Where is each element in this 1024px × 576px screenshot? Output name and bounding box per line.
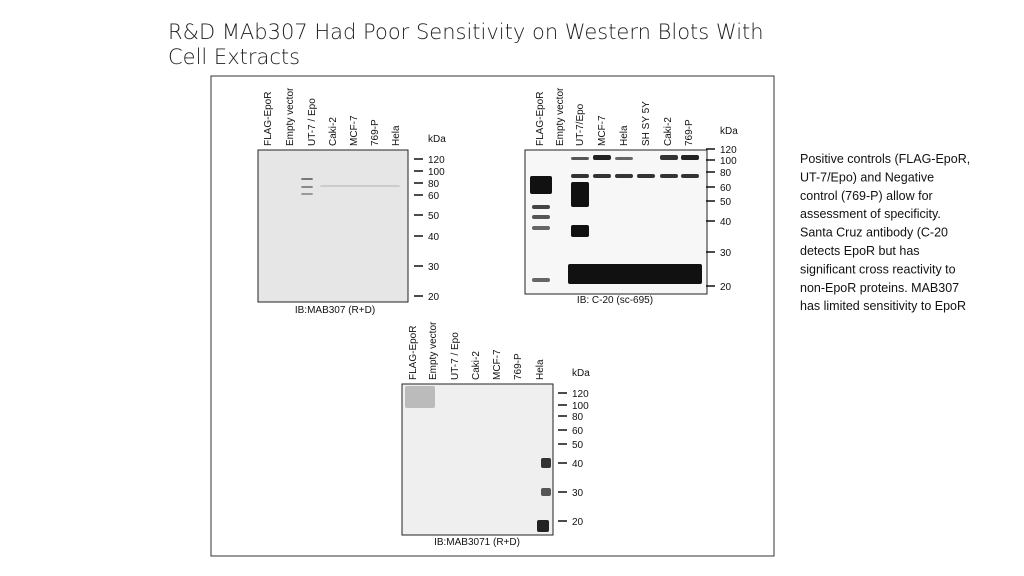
lane-label: Hela — [535, 359, 546, 380]
marker-label: 100 — [720, 156, 737, 167]
lane-label: Caki-2 — [328, 117, 339, 146]
marker-label: 120 — [720, 145, 737, 156]
marker-label: 40 — [720, 217, 732, 228]
marker-label: 80 — [720, 168, 732, 179]
blot-band — [593, 155, 611, 160]
marker-label: 80 — [428, 179, 440, 190]
blot-band — [681, 174, 699, 178]
lane-label: FLAG-EpoR — [408, 326, 419, 380]
blot-band — [537, 520, 549, 532]
lane-label: SH SY 5Y — [641, 101, 652, 146]
blot-band — [532, 215, 550, 219]
blot-band — [571, 174, 589, 178]
marker-label: 50 — [572, 440, 584, 451]
marker-label: 60 — [720, 183, 732, 194]
marker-label: 30 — [428, 262, 440, 273]
blot-image — [257, 149, 409, 303]
blot-band — [571, 225, 589, 237]
note-line: assessment of specificity. — [800, 207, 941, 221]
blot-caption: IB: C-20 (sc-695) — [577, 295, 653, 306]
lane-label: Caki-2 — [471, 351, 482, 380]
note-line: has limited sensitivity to EpoR — [800, 299, 966, 313]
lane-label: UT-7 / Epo — [307, 98, 318, 146]
note-line: control (769-P) allow for — [800, 189, 933, 203]
marker-label: 120 — [428, 155, 445, 166]
blot-band — [530, 176, 552, 194]
marker-label: 40 — [428, 232, 440, 243]
lane-label: Hela — [391, 125, 402, 146]
blot-band — [637, 174, 655, 178]
lane-label: UT-7 / Epo — [450, 332, 461, 380]
note-line: non-EpoR proteins. MAB307 — [800, 281, 959, 295]
figure-frame — [210, 75, 775, 557]
blot-band — [568, 264, 702, 284]
blot-band — [541, 458, 551, 468]
lane-label: Hela — [619, 125, 630, 146]
unit-label: kDa — [572, 368, 590, 379]
marker-label: 50 — [428, 211, 440, 222]
blot-band — [593, 174, 611, 178]
blot-band — [615, 174, 633, 178]
blot-band — [301, 178, 313, 180]
blot-band — [532, 226, 550, 230]
blot-band — [615, 157, 633, 160]
blot-band — [301, 193, 313, 195]
marker-label: 20 — [720, 282, 732, 293]
lane-label: Empty vector — [555, 87, 566, 146]
lane-label: 769-P — [370, 119, 381, 146]
marker-label: 20 — [572, 517, 584, 528]
lane-label: Caki-2 — [663, 117, 674, 146]
blot-band — [405, 386, 435, 408]
blot-band — [571, 157, 589, 160]
note-line: significant cross reactivity to — [800, 262, 956, 276]
marker-label: 30 — [720, 248, 732, 259]
lane-label: Empty vector — [285, 87, 296, 146]
marker-label: 60 — [428, 191, 440, 202]
blot-caption: IB:MAB3071 (R+D) — [434, 537, 520, 548]
marker-label: 60 — [572, 426, 584, 437]
lane-label: Empty vector — [428, 321, 439, 380]
blot-band — [301, 186, 313, 188]
lane-label: MCF-7 — [597, 115, 608, 146]
marker-label: 120 — [572, 389, 589, 400]
marker-label: 20 — [428, 292, 440, 303]
note-line: Santa Cruz antibody (C-20 — [800, 226, 948, 240]
blot-band — [660, 174, 678, 178]
marker-label: 50 — [720, 197, 732, 208]
blot-band — [320, 185, 400, 187]
lane-label: 769-P — [513, 353, 524, 380]
blot-band — [681, 155, 699, 160]
note-line: UT-7/Epo) and Negative — [800, 170, 934, 184]
unit-label: kDa — [428, 134, 446, 145]
blot-image — [401, 383, 554, 536]
lane-label: FLAG-EpoR — [263, 92, 274, 146]
marker-label: 30 — [572, 488, 584, 499]
lane-label: FLAG-EpoR — [535, 92, 546, 146]
marker-label: 80 — [572, 412, 584, 423]
blot-band — [541, 488, 551, 496]
blot-band — [571, 182, 589, 207]
marker-label: 40 — [572, 459, 584, 470]
lane-label: MCF-7 — [492, 349, 503, 380]
blot-band — [660, 155, 678, 160]
lane-label: MCF-7 — [349, 115, 360, 146]
unit-label: kDa — [720, 126, 738, 137]
marker-label: 100 — [572, 401, 589, 412]
blot-band — [532, 205, 550, 209]
blot-caption: IB:MAB307 (R+D) — [295, 305, 375, 316]
slide-title: R&D MAb307 Had Poor Sensitivity on Weste… — [168, 20, 764, 69]
note-line: detects EpoR but has — [800, 244, 920, 258]
blot-band — [532, 278, 550, 282]
marker-label: 100 — [428, 167, 445, 178]
note-line: Positive controls (FLAG-EpoR, — [800, 152, 970, 166]
lane-label: UT-7/Epo — [575, 103, 586, 146]
lane-label: 769-P — [684, 119, 695, 146]
